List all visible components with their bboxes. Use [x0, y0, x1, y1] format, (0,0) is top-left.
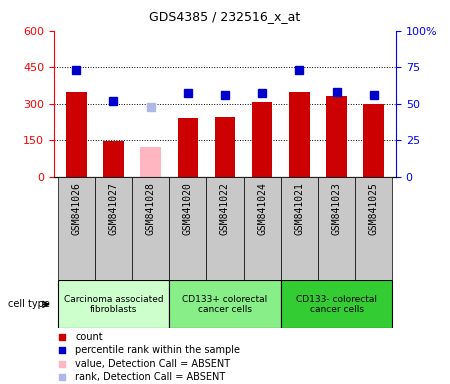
Bar [326, 96, 347, 177]
Bar [58, 177, 95, 280]
Bar [252, 102, 272, 177]
Bar [169, 280, 281, 328]
Bar [140, 147, 161, 177]
Bar [66, 91, 86, 177]
Text: GSM841021: GSM841021 [294, 182, 304, 235]
Bar [243, 177, 281, 280]
Bar [318, 177, 355, 280]
Text: percentile rank within the sample: percentile rank within the sample [75, 345, 240, 356]
Text: GDS4385 / 232516_x_at: GDS4385 / 232516_x_at [149, 10, 301, 23]
Text: Carcinoma associated
fibroblasts: Carcinoma associated fibroblasts [63, 295, 163, 314]
Text: CD133+ colorectal
cancer cells: CD133+ colorectal cancer cells [182, 295, 268, 314]
Text: GSM841022: GSM841022 [220, 182, 230, 235]
Text: GSM841023: GSM841023 [332, 182, 342, 235]
Text: GSM841024: GSM841024 [257, 182, 267, 235]
Bar [58, 280, 169, 328]
Bar [355, 177, 392, 280]
Text: rank, Detection Call = ABSENT: rank, Detection Call = ABSENT [75, 372, 225, 382]
Bar [281, 280, 392, 328]
Text: cell type: cell type [8, 299, 50, 310]
Bar [289, 91, 310, 177]
Bar [178, 118, 198, 177]
Bar [215, 117, 235, 177]
Bar [132, 177, 169, 280]
Text: CD133- colorectal
cancer cells: CD133- colorectal cancer cells [296, 295, 377, 314]
Bar [364, 104, 384, 177]
Text: GSM841028: GSM841028 [146, 182, 156, 235]
Text: GSM841025: GSM841025 [369, 182, 379, 235]
Bar [281, 177, 318, 280]
Bar [169, 177, 207, 280]
Text: GSM841020: GSM841020 [183, 182, 193, 235]
Bar [95, 177, 132, 280]
Bar [103, 141, 124, 177]
Text: GSM841026: GSM841026 [71, 182, 81, 235]
Text: count: count [75, 332, 103, 342]
Text: value, Detection Call = ABSENT: value, Detection Call = ABSENT [75, 359, 230, 369]
Text: GSM841027: GSM841027 [108, 182, 118, 235]
Bar [207, 177, 243, 280]
